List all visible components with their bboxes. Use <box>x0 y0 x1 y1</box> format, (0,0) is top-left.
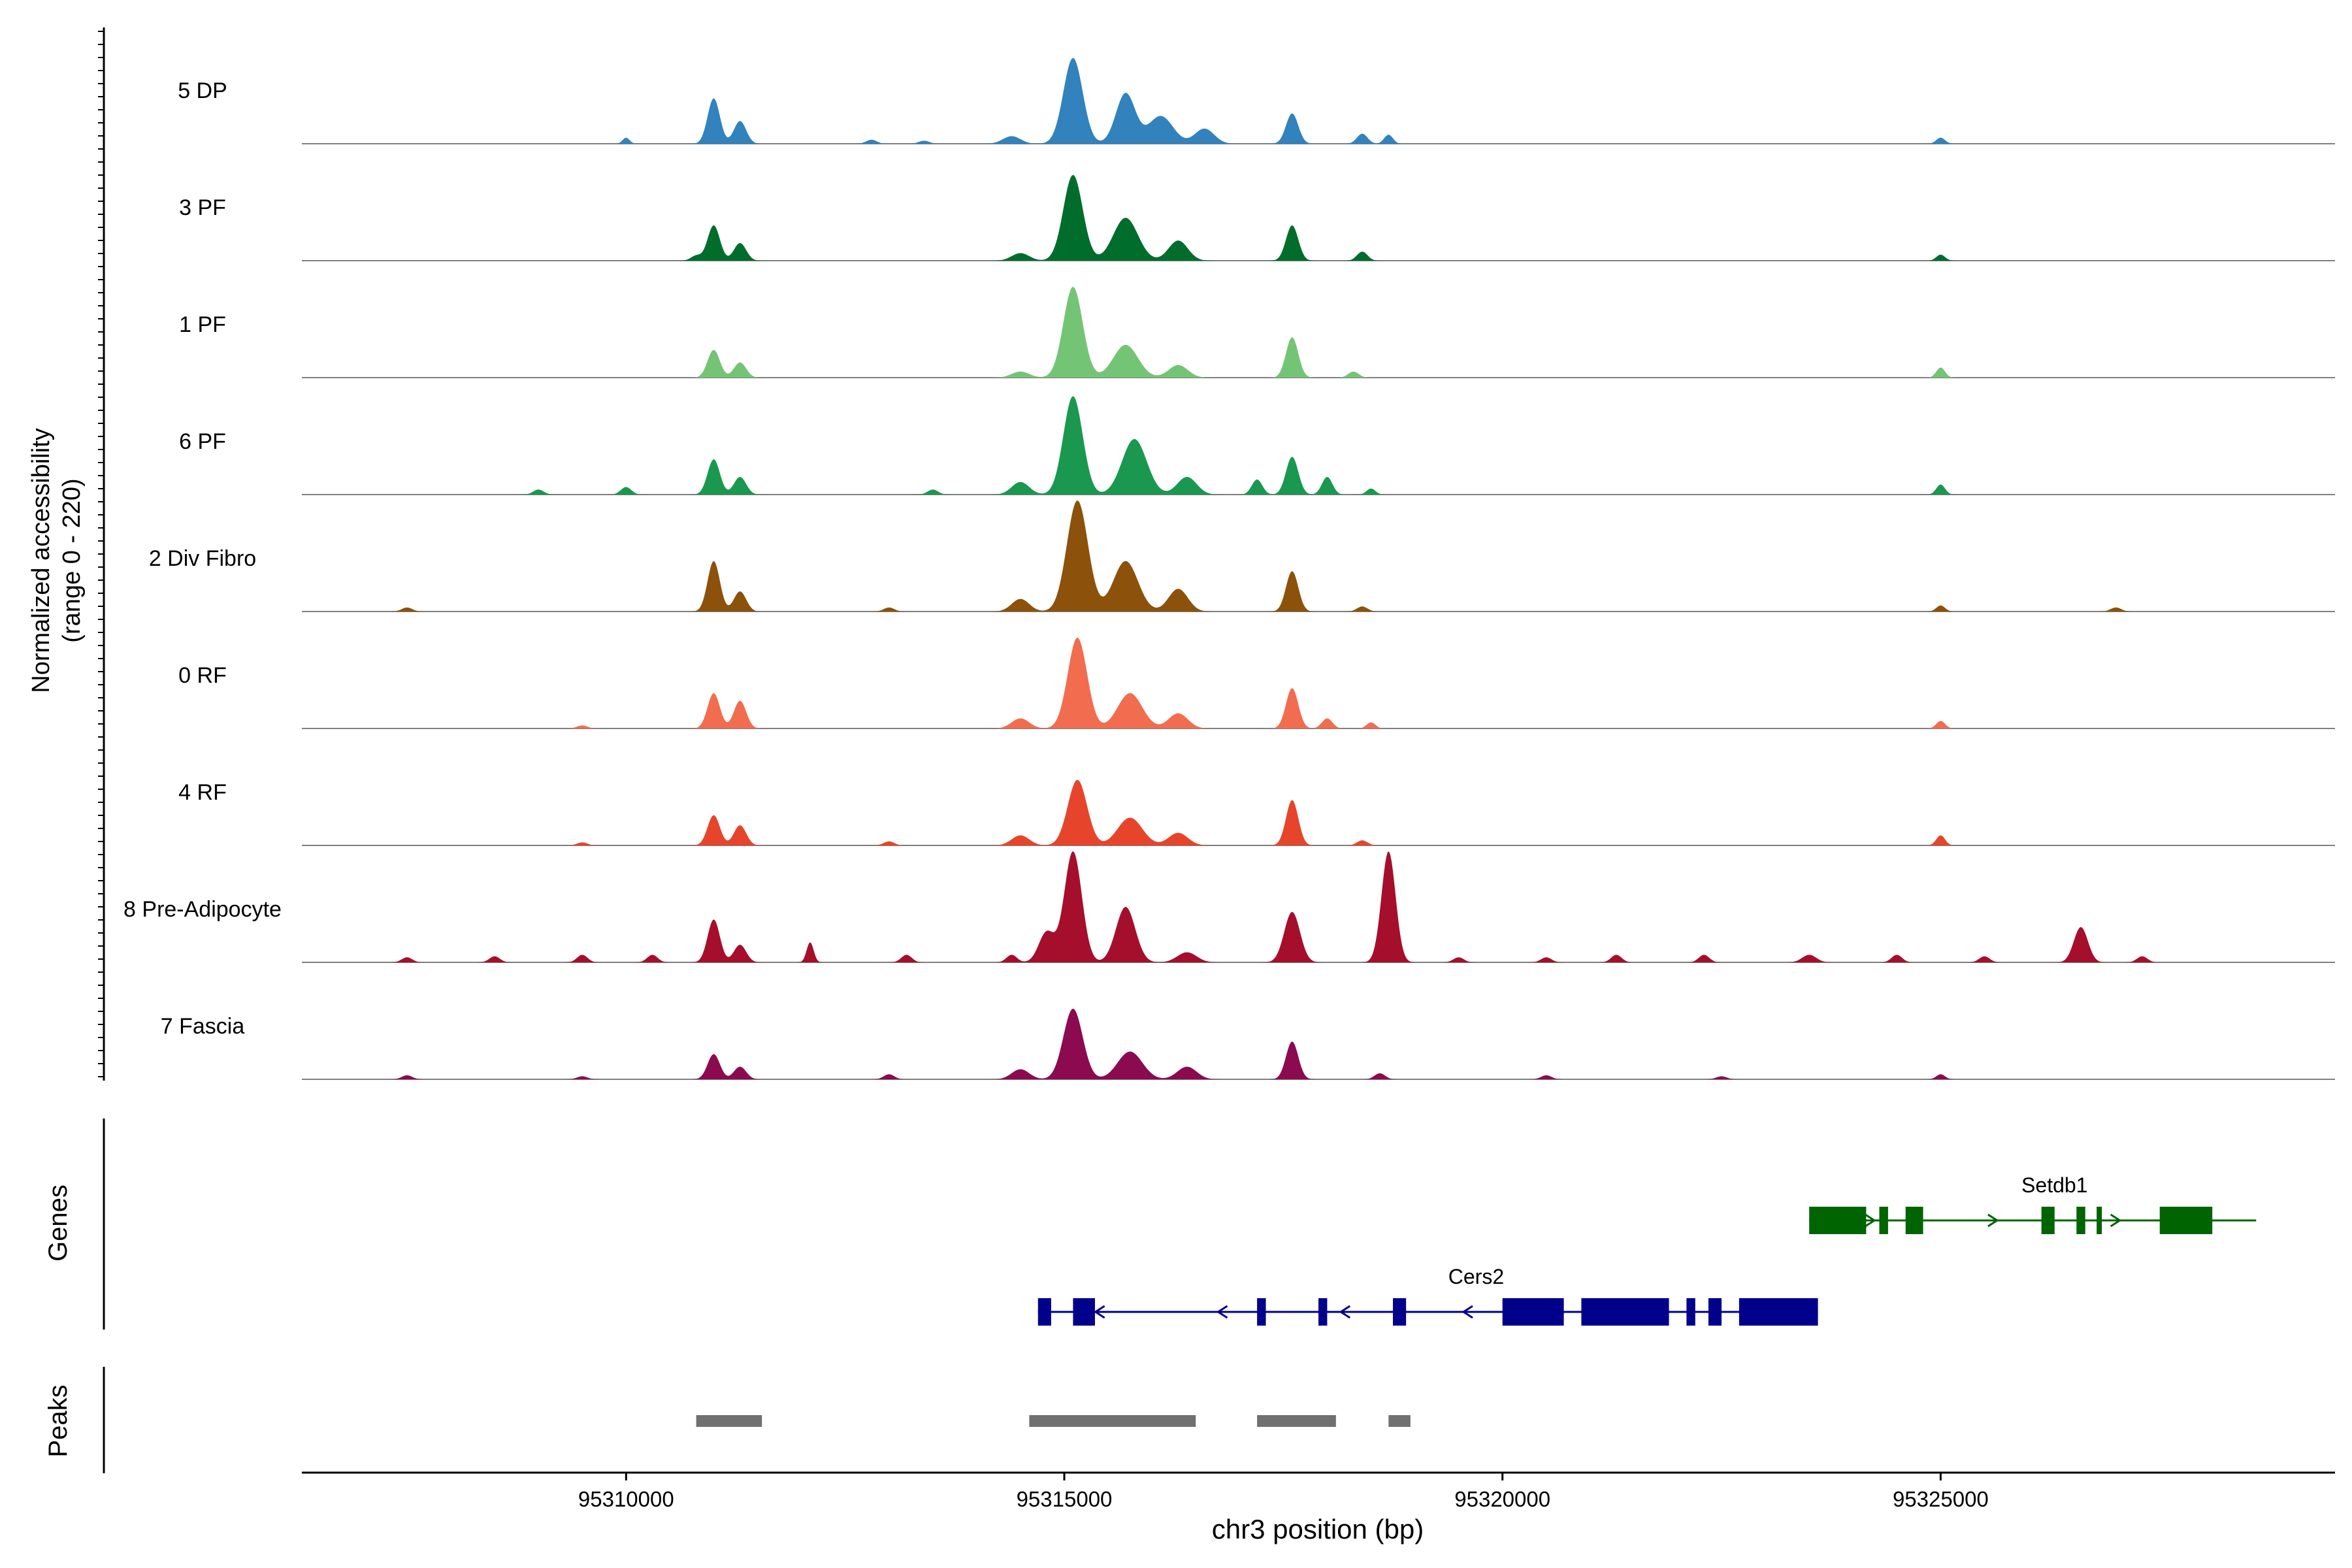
track-label-1: 3 PF <box>179 195 226 220</box>
gene-exon-0-5 <box>2097 1207 2102 1234</box>
gene-strand-arrow <box>1216 1305 1228 1319</box>
peak-bar-0 <box>696 1415 762 1427</box>
peaks-track-label: Peaks <box>44 1384 73 1457</box>
track-label-4: 2 Div Fibro <box>149 546 256 571</box>
peaks-panel: Peaks <box>44 1367 1411 1473</box>
coverage-y-label-line2: (range 0 - 220) <box>58 478 86 642</box>
gene-strand-arrow <box>1339 1305 1351 1319</box>
coverage-y-axis-ticks <box>98 31 104 1077</box>
coverage-tracks: 5 DP 3 PF 1 PF 6 PF 2 Div Fibro 0 RF 4 RF 8 Pre… <box>123 57 2335 1080</box>
gene-strand-arrow <box>1093 1305 1105 1319</box>
x-tick-label-0: 95310000 <box>578 1487 674 1511</box>
gene-setdb1: Setdb1 <box>1809 1173 2257 1234</box>
peak-bar-2 <box>1257 1415 1336 1427</box>
gene-cers2: Cers2 <box>1037 1265 1818 1326</box>
gene-exon-1-6 <box>1581 1298 1669 1326</box>
x-tick-label-1: 95315000 <box>1017 1487 1113 1511</box>
gene-strand-arrow <box>1865 1213 1876 1228</box>
peak-bar-3 <box>1388 1415 1411 1427</box>
x-axis-ticks: 95310000 95315000 95320000 95325000 <box>578 1473 1989 1511</box>
track-7: 8 Pre-Adipocyte <box>123 851 2335 963</box>
track-2: 1 PF <box>179 287 2335 378</box>
gene-exon-1-4 <box>1393 1298 1407 1326</box>
gene-exon-1-5 <box>1502 1298 1564 1326</box>
x-axis: 95310000 95315000 95320000 95325000 chr3 po… <box>302 1471 2335 1544</box>
gene-exon-1-0 <box>1037 1298 1051 1326</box>
gene-models: Setdb1 Cers2 <box>1037 1173 2257 1326</box>
peak-bar-1 <box>1029 1415 1196 1427</box>
genes-track-label: Genes <box>44 1184 73 1262</box>
gene-strand-arrow <box>1987 1213 1999 1228</box>
track-8: 7 Fascia <box>161 1008 2335 1080</box>
genes-panel: Genes Setdb1 Cers2 <box>44 1119 2257 1330</box>
track-4: 2 Div Fibro <box>149 500 2335 612</box>
gene-exon-1-7 <box>1686 1298 1695 1326</box>
gene-exon-1-3 <box>1318 1298 1328 1326</box>
gene-strand-arrow <box>1462 1305 1473 1319</box>
gene-exon-0-1 <box>1879 1207 1888 1234</box>
gene-exon-1-1 <box>1073 1298 1095 1326</box>
track-6: 4 RF <box>178 779 2335 846</box>
gene-exon-1-8 <box>1708 1298 1722 1326</box>
track-3: 6 PF <box>179 396 2335 495</box>
gene-exon-1-2 <box>1257 1298 1266 1326</box>
x-axis-title: chr3 position (bp) <box>1212 1514 1424 1544</box>
gene-exon-0-3 <box>2041 1207 2055 1234</box>
gene-exon-1-9 <box>1739 1298 1818 1326</box>
track-5: 0 RF <box>178 638 2335 729</box>
track-1: 3 PF <box>179 174 2335 261</box>
track-label-2: 1 PF <box>179 312 226 337</box>
track-label-3: 6 PF <box>179 429 226 454</box>
gene-name-label-1: Cers2 <box>1448 1265 1504 1288</box>
peak-bars <box>696 1415 1411 1427</box>
x-tick-label-3: 95325000 <box>1893 1487 1989 1511</box>
track-0: 5 DP <box>178 57 2335 144</box>
gene-exon-0-2 <box>1905 1207 1923 1234</box>
track-label-5: 0 RF <box>178 663 227 688</box>
gene-exon-0-0 <box>1809 1207 1867 1234</box>
x-tick-label-2: 95320000 <box>1454 1487 1550 1511</box>
gene-exon-0-4 <box>2076 1207 2085 1234</box>
track-label-7: 8 Pre-Adipocyte <box>123 897 282 922</box>
gene-exon-0-6 <box>2159 1207 2213 1234</box>
coverage-panel: 5 DP 3 PF 1 PF 6 PF 2 Div Fibro 0 RF 4 RF 8 Pre… <box>27 27 2335 1081</box>
track-label-8: 7 Fascia <box>161 1014 245 1039</box>
gene-name-label-0: Setdb1 <box>2021 1173 2087 1197</box>
gene-strand-arrow <box>2110 1213 2122 1228</box>
track-label-6: 4 RF <box>178 780 227 805</box>
track-label-0: 5 DP <box>178 78 227 103</box>
coverage-y-label-line1: Normalized accessibility <box>27 428 55 693</box>
